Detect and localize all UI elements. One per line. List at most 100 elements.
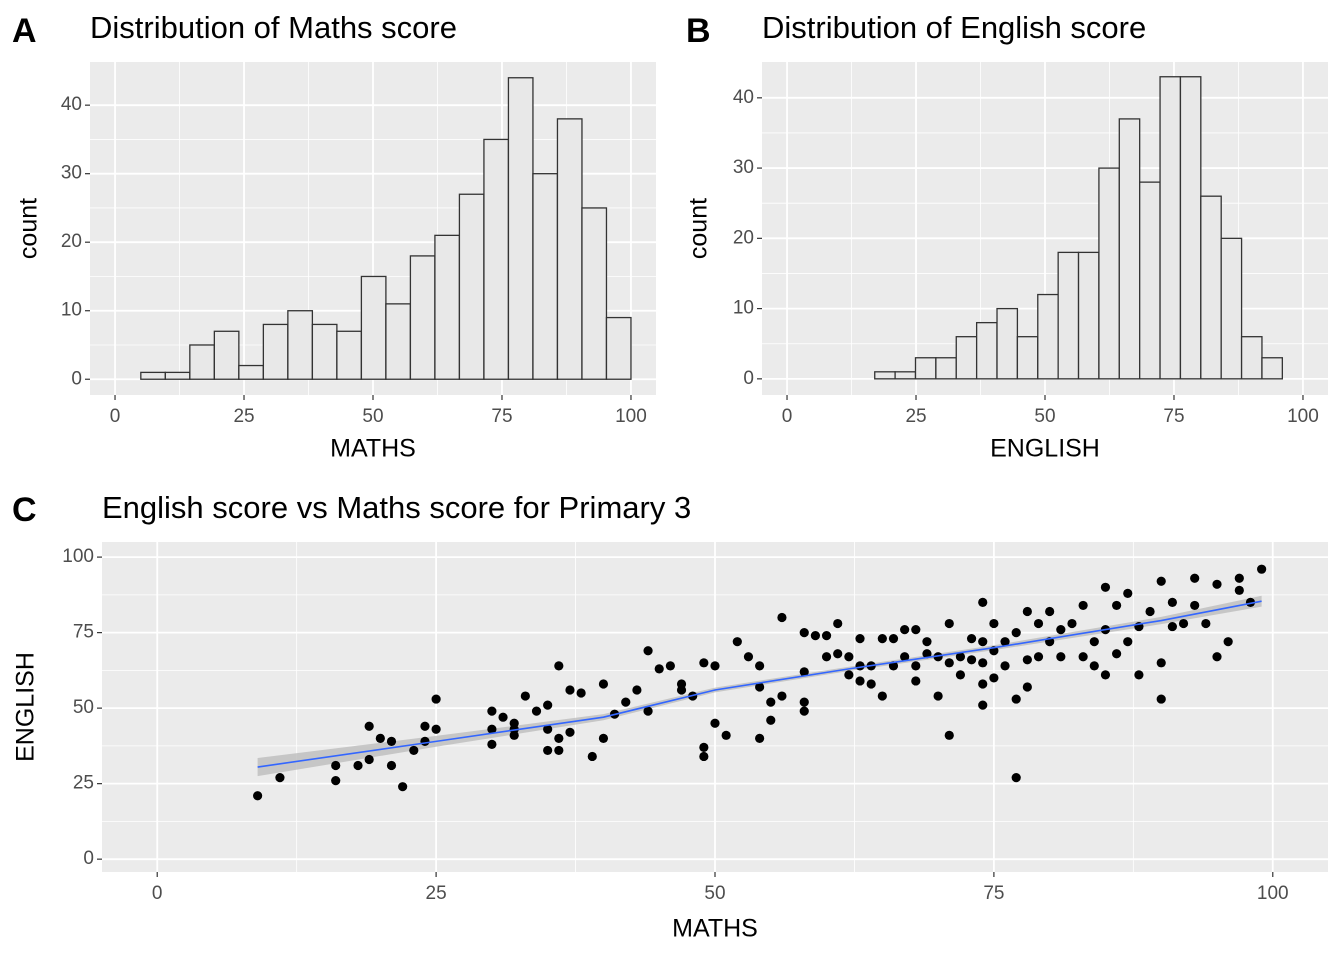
scatter-point	[1089, 661, 1099, 671]
x-tick-label: 25	[905, 406, 926, 427]
scatter-point	[654, 664, 664, 674]
scatter-point	[1156, 694, 1166, 704]
scatter-point	[1056, 652, 1066, 662]
scatter-point	[855, 661, 865, 671]
y-tick-label: 0	[83, 848, 94, 869]
scatter-point	[966, 655, 977, 665]
histogram-bar	[914, 357, 937, 380]
histogram-bar	[581, 207, 608, 380]
x-tick-label: 75	[491, 406, 512, 427]
scatter-point	[1167, 621, 1177, 632]
y-axis-title: count	[15, 198, 43, 259]
histogram-bar	[1200, 195, 1222, 380]
scatter-point	[989, 673, 999, 683]
scatter-point	[565, 685, 575, 695]
y-tick-label: 25	[73, 773, 94, 794]
scatter-point	[877, 691, 887, 701]
histogram-bar	[1037, 293, 1059, 380]
histogram-bar	[360, 275, 387, 380]
scatter-point	[1000, 661, 1010, 671]
x-tick-label: 0	[110, 406, 121, 427]
scatter-point	[1234, 573, 1244, 583]
scatter-point	[1045, 606, 1055, 617]
scatter-point	[777, 612, 787, 623]
scatter-point	[1000, 637, 1010, 647]
histogram-bar	[507, 77, 534, 380]
chart-title: English score vs Maths score for Primary…	[102, 490, 691, 525]
histogram-bar	[1240, 336, 1263, 380]
scatter-point	[665, 661, 675, 671]
histogram-bar	[409, 255, 436, 380]
scatter-point	[944, 618, 954, 629]
scatter-point	[944, 730, 954, 740]
scatter-point	[487, 739, 497, 749]
scatter-point	[364, 721, 374, 731]
scatter-point	[1257, 564, 1267, 574]
histogram-bar	[213, 330, 240, 380]
histogram-bar	[874, 371, 896, 380]
scatter-point	[1033, 618, 1044, 629]
scatter-point	[1078, 652, 1088, 662]
x-tick-label: 100	[1287, 406, 1319, 427]
y-tick-label: 0	[743, 368, 754, 389]
scatter-point	[554, 745, 564, 756]
scatter-point	[576, 688, 586, 698]
scatter-point	[543, 724, 553, 734]
scatter-point	[375, 733, 385, 743]
histogram-bar	[532, 173, 559, 380]
panel-tag: A	[12, 12, 37, 50]
y-tick-label: 0	[71, 368, 82, 389]
scatter-point	[866, 679, 876, 689]
y-tick-label: 50	[73, 697, 94, 718]
scatter-point	[1089, 637, 1099, 647]
scatter-point	[844, 652, 854, 662]
chart-title: Distribution of Maths score	[90, 10, 457, 45]
trend-line	[257, 600, 1262, 768]
histogram-bar	[1220, 237, 1243, 380]
scatter-point	[900, 652, 910, 662]
scatter-point	[1234, 585, 1244, 595]
scatter-point	[621, 697, 631, 707]
scatter-point	[978, 637, 988, 647]
scatter-point	[978, 679, 988, 689]
histogram-bar	[955, 336, 978, 380]
scatter-point	[877, 634, 887, 644]
histogram-bar	[1179, 76, 1202, 380]
scatter-point	[520, 691, 530, 701]
scatter-point	[420, 736, 430, 746]
scatter-point	[1022, 682, 1032, 692]
x-tick-label: 0	[152, 883, 163, 904]
y-tick-label: 20	[61, 231, 82, 252]
histogram-bar	[605, 316, 632, 380]
scatter-point	[386, 760, 397, 771]
scatter-point	[1123, 588, 1133, 598]
histogram-bar	[262, 323, 289, 380]
scatter-point	[543, 700, 553, 710]
histogram-bar	[1261, 357, 1283, 380]
scatter-point	[855, 676, 865, 686]
scatter-point	[1212, 579, 1222, 589]
scatter-point	[1112, 649, 1122, 659]
panel-tag: C	[12, 491, 37, 529]
scatter-point	[386, 736, 397, 746]
scatter-point	[431, 694, 441, 704]
scatter-point	[833, 649, 843, 659]
scatter-point	[900, 624, 910, 635]
scatter-point	[799, 667, 809, 677]
scatter-point	[1056, 624, 1066, 635]
scatter-point	[699, 751, 709, 762]
histogram-bar	[975, 321, 998, 380]
histogram-bar	[996, 307, 1019, 380]
scatter-point	[1011, 628, 1021, 638]
scatter-point	[431, 724, 441, 734]
scatter-point	[922, 649, 932, 659]
scatter-point	[1245, 597, 1256, 608]
scatter-point	[989, 618, 999, 629]
scatter-point	[922, 637, 932, 647]
scatter-point	[1067, 618, 1077, 629]
scatter-point	[509, 730, 519, 740]
scatter-point	[531, 706, 542, 716]
scatter-point	[1212, 652, 1222, 662]
scatter-point	[966, 634, 977, 644]
